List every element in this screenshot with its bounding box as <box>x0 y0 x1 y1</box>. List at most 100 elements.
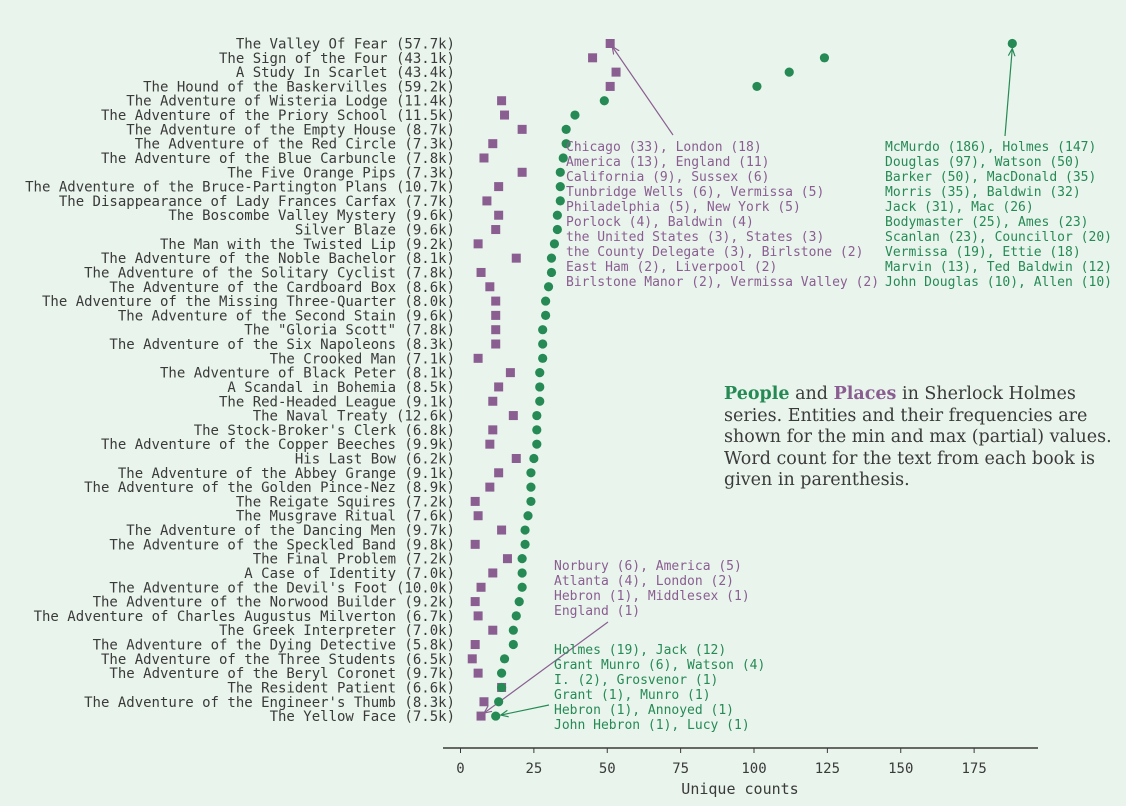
book-label: The Crooked Man (7.1k) <box>270 351 455 367</box>
annotation-line: McMurdo (186), Holmes (147) <box>885 140 1096 155</box>
book-label: The Reigate Squires (7.2k) <box>236 494 455 510</box>
place-marker <box>494 210 504 220</box>
annotation-line: Grant Munro (6), Watson (4) <box>554 658 765 673</box>
annotation-line: California (9), Sussex (6) <box>566 170 770 185</box>
annotation-line: Barker (50), MacDonald (35) <box>885 170 1096 185</box>
people-marker <box>523 511 533 521</box>
place-marker <box>476 267 486 277</box>
book-labels: The Valley Of Fear (57.7k)The Sign of th… <box>25 37 455 726</box>
people-marker <box>599 96 609 106</box>
place-marker <box>497 96 507 106</box>
place-marker <box>491 296 501 306</box>
people-marker <box>532 410 542 421</box>
book-label: The Red-Headed League (9.1k) <box>219 394 455 410</box>
place-marker <box>517 167 527 177</box>
book-label: The Adventure of the Solitary Cyclist (7… <box>84 265 455 281</box>
book-label: The Boscombe Valley Mystery (9.6k) <box>168 208 455 224</box>
book-label: The Naval Treaty (12.6k) <box>253 409 455 425</box>
annotation-line: Morris (35), Baldwin (32) <box>885 185 1081 200</box>
x-tick-label: 0 <box>456 761 464 777</box>
people-marker <box>555 196 565 206</box>
book-label: The Adventure of the Speckled Band (9.8k… <box>109 537 455 553</box>
people-marker <box>546 253 557 263</box>
people-marker <box>543 282 554 292</box>
place-marker <box>588 53 598 63</box>
annotation-line: I. (2), Grosvenor (1) <box>554 673 718 688</box>
people-marker <box>552 224 562 235</box>
annotation-line: Hebron (1), Annoyed (1) <box>554 703 734 718</box>
book-label: Silver Blaze (9.6k) <box>295 223 455 239</box>
place-marker <box>505 368 515 378</box>
place-marker <box>511 453 521 463</box>
place-marker <box>500 110 510 120</box>
book-label: The Adventure of the Six Napoleons (8.3k… <box>109 337 455 353</box>
book-label: The Yellow Face (7.5k) <box>270 709 455 725</box>
place-marker <box>470 539 480 549</box>
book-label: The Adventure of the Abbey Grange (9.1k) <box>118 466 455 482</box>
people-marker <box>555 167 565 177</box>
book-label: The Resident Patient (6.6k) <box>227 680 455 696</box>
x-tick-label: 75 <box>672 761 689 777</box>
x-tick-label: 175 <box>961 761 986 777</box>
people-marker <box>561 139 571 149</box>
people-marker <box>1007 38 1017 49</box>
book-label: The Adventure of the Beryl Coronet (9.7k… <box>109 666 455 682</box>
people-marker <box>508 639 518 650</box>
book-label: The Adventure of the Dancing Men (9.7k) <box>126 523 455 539</box>
place-marker <box>479 697 489 707</box>
people-marker <box>570 110 580 120</box>
people-marker <box>532 439 542 449</box>
title-people-word: People <box>724 384 790 404</box>
place-marker <box>491 339 501 349</box>
people-marker <box>496 668 507 678</box>
people-marker <box>558 153 568 163</box>
people-marker <box>819 53 830 63</box>
place-marker <box>517 124 527 134</box>
x-tick-label: 150 <box>888 761 913 777</box>
book-label: The Adventure of the Empty House (8.7k) <box>126 122 455 138</box>
place-marker <box>488 425 498 435</box>
annotation-line: America (13), England (11) <box>566 155 770 170</box>
place-marker <box>467 654 477 664</box>
book-label: The Stock-Broker's Clerk (6.8k) <box>194 423 455 439</box>
place-marker <box>485 282 495 292</box>
people-marker <box>517 554 527 564</box>
people-marker <box>561 124 571 134</box>
place-marker <box>473 511 483 521</box>
people-marker <box>535 382 545 392</box>
annotation-line: Douglas (97), Watson (50) <box>885 155 1081 170</box>
book-label: A Scandal in Bohemia (8.5k) <box>227 380 455 396</box>
people-marker <box>535 396 545 406</box>
people-marker <box>520 525 530 535</box>
place-marker <box>473 353 483 363</box>
book-label: The Adventure of the Devil's Foot (10.0k… <box>109 580 455 596</box>
place-marker <box>470 496 480 506</box>
annotation-line: Hebron (1), Middlesex (1) <box>554 589 750 604</box>
annotation-line: England (1) <box>554 604 640 619</box>
people-marker <box>541 296 551 306</box>
annotations: Chicago (33), London (18)America (13), E… <box>554 140 1112 733</box>
place-marker <box>473 611 483 621</box>
place-marker <box>508 411 518 421</box>
annotation-line: Chicago (33), London (18) <box>566 140 762 155</box>
book-label: The Adventure of Black Peter (8.1k) <box>160 366 455 382</box>
annotation-line: Norbury (6), America (5) <box>554 559 742 574</box>
people-marker <box>541 310 551 320</box>
place-marker <box>491 325 501 335</box>
people-marker <box>538 353 548 363</box>
book-label: The Adventure of the Cardboard Box (8.6k… <box>109 280 455 296</box>
place-marker <box>476 711 486 721</box>
x-tick-label: 25 <box>525 761 542 777</box>
book-label: The Adventure of the Dying Detective (5.… <box>93 638 455 654</box>
title-rest: in Sherlock Holmes series. Entities and … <box>724 384 1112 490</box>
people-marker <box>517 582 527 592</box>
book-label: The Greek Interpreter (7.0k) <box>219 623 455 639</box>
place-marker <box>494 182 504 192</box>
book-label: The Adventure of the Bruce-Partington Pl… <box>25 180 455 196</box>
place-marker <box>488 396 498 406</box>
data-marks <box>467 38 1017 721</box>
people-marker <box>529 453 539 464</box>
place-marker <box>611 67 621 77</box>
book-label: The Adventure of the Norwood Builder (9.… <box>93 595 455 611</box>
